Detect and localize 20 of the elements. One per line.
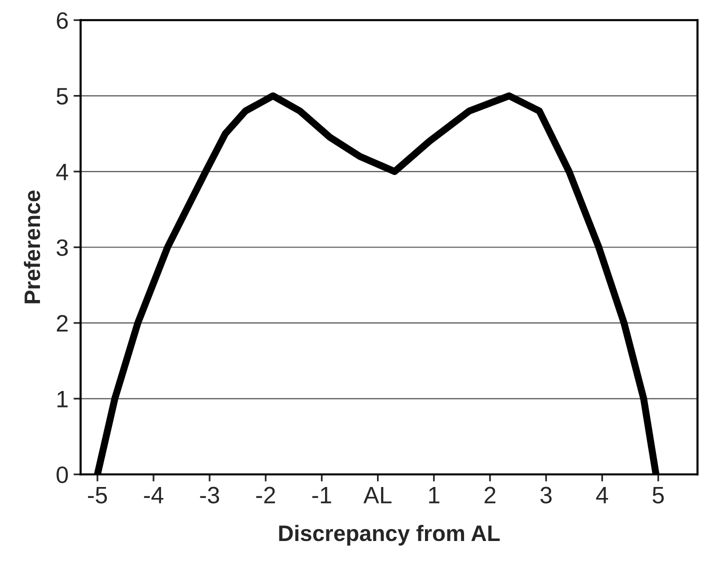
x-tick-label: 1 bbox=[429, 487, 440, 504]
x-tick-label: -4 bbox=[144, 487, 164, 504]
y-tick-label: 3 bbox=[56, 239, 68, 256]
y-tick-label: 2 bbox=[56, 315, 68, 332]
y-tick-label: 4 bbox=[56, 164, 68, 180]
x-tick-label: 3 bbox=[540, 486, 552, 504]
x-tick-label: -5 bbox=[88, 487, 107, 504]
x-axis-title: Discrepancy from AL bbox=[279, 524, 500, 546]
x-tick-label: -3 bbox=[200, 486, 220, 504]
y-axis-title: Preference bbox=[24, 190, 40, 304]
y-tick-label: 0 bbox=[56, 466, 68, 484]
x-tick-label: AL bbox=[363, 487, 392, 504]
x-tick-label: 2 bbox=[484, 486, 496, 504]
y-tick-label: 1 bbox=[57, 390, 68, 408]
y-tick-label: 6 bbox=[56, 12, 68, 29]
x-tick-label: 5 bbox=[652, 487, 664, 504]
x-tick-label: -1 bbox=[312, 487, 332, 504]
x-tick-label: 4 bbox=[596, 487, 608, 504]
x-tick-label: -2 bbox=[256, 486, 275, 504]
y-tick-label: 5 bbox=[56, 88, 68, 105]
